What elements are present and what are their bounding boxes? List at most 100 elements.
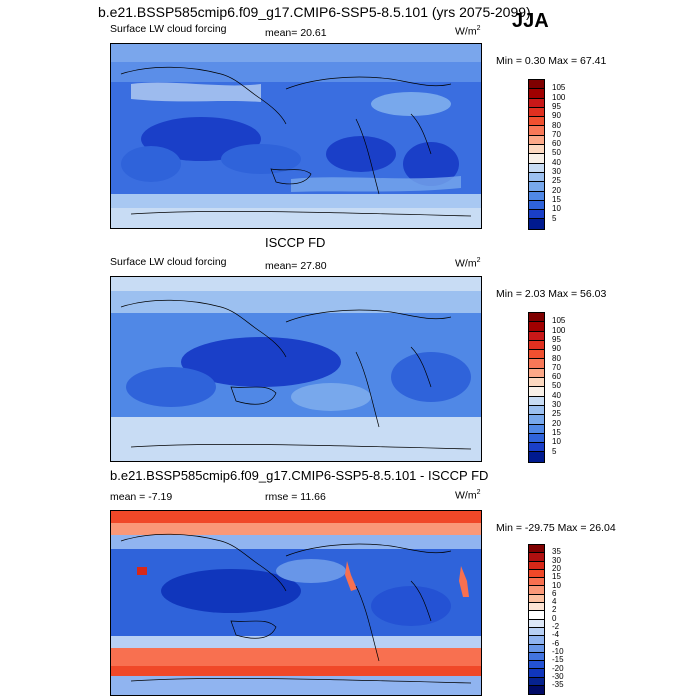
colorbar-tick-label: 25 bbox=[552, 409, 561, 419]
colorbar-tick-label: 95 bbox=[552, 101, 561, 111]
colorbar-cell bbox=[529, 98, 544, 108]
colorbar-tick-label: 70 bbox=[552, 129, 561, 139]
colorbar-cell bbox=[529, 107, 544, 118]
colorbar-tick-label: 20 bbox=[552, 418, 561, 428]
colorbar-tick-label: -15 bbox=[552, 655, 564, 665]
colorbar-cell bbox=[529, 661, 544, 670]
colorbar-cell bbox=[529, 154, 544, 164]
colorbar-cell bbox=[529, 191, 544, 201]
colorbar-cell bbox=[529, 163, 544, 173]
colorbar-tick-label: 5 bbox=[552, 446, 557, 456]
colorbar-tick-label: 20 bbox=[552, 563, 561, 573]
colorbar-cell bbox=[529, 415, 544, 425]
colorbar-tick-label: 50 bbox=[552, 148, 561, 158]
colorbar-cell bbox=[529, 569, 544, 579]
colorbar-cell bbox=[529, 405, 544, 416]
colorbar-cell bbox=[529, 424, 544, 434]
colorbar-tick-label: 6 bbox=[552, 588, 557, 598]
colorbar-cell bbox=[529, 182, 544, 192]
colorbar-cell bbox=[529, 652, 544, 662]
colorbar-cell bbox=[529, 677, 544, 687]
colorbar-tick-label: 2 bbox=[552, 605, 557, 615]
colorbar-tick-label: 4 bbox=[552, 597, 557, 607]
colorbar-tick-label: 105 bbox=[552, 83, 566, 93]
colorbar-cell bbox=[529, 561, 544, 570]
colorbar-cell bbox=[529, 603, 544, 612]
panel1-map bbox=[110, 43, 482, 229]
colorbar-tick-label: 95 bbox=[552, 334, 561, 344]
colorbar-cell bbox=[529, 117, 544, 127]
colorbar-tick-label: 105 bbox=[552, 316, 566, 326]
colorbar-tick-label: -2 bbox=[552, 622, 560, 631]
colorbar-tick-label: 80 bbox=[552, 120, 561, 130]
colorbar-tick-label: 70 bbox=[552, 362, 561, 372]
panel3-mean: mean = -7.19 bbox=[110, 491, 173, 503]
panel2-title: ISCCP FD bbox=[265, 235, 326, 250]
colorbar-tick-label: 20 bbox=[552, 185, 561, 195]
colorbar-tick-label: 50 bbox=[552, 381, 561, 391]
colorbar-cell bbox=[529, 350, 544, 360]
panel2-minmax: Min = 2.03 Max = 56.03 bbox=[496, 288, 607, 300]
colorbar-tick-label: 90 bbox=[552, 344, 561, 354]
colorbar-cell bbox=[529, 387, 544, 397]
colorbar-cell bbox=[529, 331, 544, 341]
colorbar-cell bbox=[529, 578, 544, 587]
colorbar-tick-label: 15 bbox=[552, 194, 561, 204]
colorbar-cell bbox=[529, 594, 544, 604]
colorbar-cell bbox=[529, 619, 544, 628]
panel1-units: W/m2 bbox=[455, 25, 481, 38]
colorbar-tick-label: 40 bbox=[552, 157, 561, 167]
colorbar-tick-label: 5 bbox=[552, 213, 557, 223]
colorbar-cell bbox=[529, 145, 544, 155]
colorbar-cell bbox=[529, 433, 544, 444]
panel1-mean: mean= 20.61 bbox=[265, 27, 327, 39]
colorbar-cell bbox=[529, 80, 544, 90]
colorbar-cell bbox=[529, 359, 544, 369]
colorbar-tick-label: 10 bbox=[552, 204, 561, 214]
colorbar-tick-label: 80 bbox=[552, 353, 561, 363]
colorbar-cell bbox=[529, 219, 544, 229]
colorbar-cell bbox=[529, 135, 544, 146]
colorbar-cell bbox=[529, 126, 544, 136]
colorbar-cell bbox=[529, 396, 544, 406]
colorbar-tick-label: 0 bbox=[552, 613, 557, 623]
colorbar-tick-label: -10 bbox=[552, 646, 564, 656]
panel3-title: b.e21.BSSP585cmip6.f09_g17.CMIP6-SSP5-8.… bbox=[110, 468, 489, 483]
colorbar-cell bbox=[529, 644, 544, 653]
colorbar-cell bbox=[529, 636, 544, 645]
colorbar-cell bbox=[529, 553, 544, 562]
panel2-variable: Surface LW cloud forcing bbox=[110, 256, 227, 268]
panel1-variable: Surface LW cloud forcing bbox=[110, 23, 227, 35]
colorbar-cell bbox=[529, 89, 544, 99]
colorbar-tick-label: 15 bbox=[552, 427, 561, 437]
colorbar-tick-label: -30 bbox=[552, 671, 564, 681]
panel3-minmax: Min = -29.75 Max = 26.04 bbox=[496, 522, 616, 534]
colorbar-cell bbox=[529, 443, 544, 453]
colorbar-tick-label: 100 bbox=[552, 325, 566, 335]
colorbar-tick-label: 60 bbox=[552, 139, 561, 149]
colorbar-tick-label: 25 bbox=[552, 176, 561, 186]
colorbar-tick-label: 30 bbox=[552, 400, 561, 409]
colorbar-cell bbox=[529, 586, 544, 595]
panel3-units: W/m2 bbox=[455, 489, 481, 502]
colorbar-tick-label: 90 bbox=[552, 111, 561, 121]
season-label: JJA bbox=[512, 10, 549, 32]
colorbar-cell bbox=[529, 313, 544, 323]
panel3-map bbox=[110, 510, 482, 696]
panel1-minmax: Min = 0.30 Max = 67.41 bbox=[496, 55, 607, 67]
colorbar-scale bbox=[528, 544, 545, 696]
colorbar-tick-label: 60 bbox=[552, 372, 561, 382]
colorbar-tick-label: 100 bbox=[552, 92, 566, 102]
colorbar-tick-label: 10 bbox=[552, 437, 561, 447]
colorbar-tick-label: 35 bbox=[552, 547, 561, 557]
colorbar-tick-label: 30 bbox=[552, 555, 561, 565]
plot-title: b.e21.BSSP585cmip6.f09_g17.CMIP6-SSP5-8.… bbox=[98, 4, 531, 20]
colorbar-tick-label: -20 bbox=[552, 663, 564, 673]
colorbar-cell bbox=[529, 686, 544, 695]
colorbar-scale bbox=[528, 79, 545, 230]
colorbar-tick-label: 40 bbox=[552, 390, 561, 400]
colorbar-scale bbox=[528, 312, 545, 463]
colorbar-cell bbox=[529, 669, 544, 678]
colorbar-tick-label: 15 bbox=[552, 572, 561, 582]
colorbar-cell bbox=[529, 340, 544, 351]
